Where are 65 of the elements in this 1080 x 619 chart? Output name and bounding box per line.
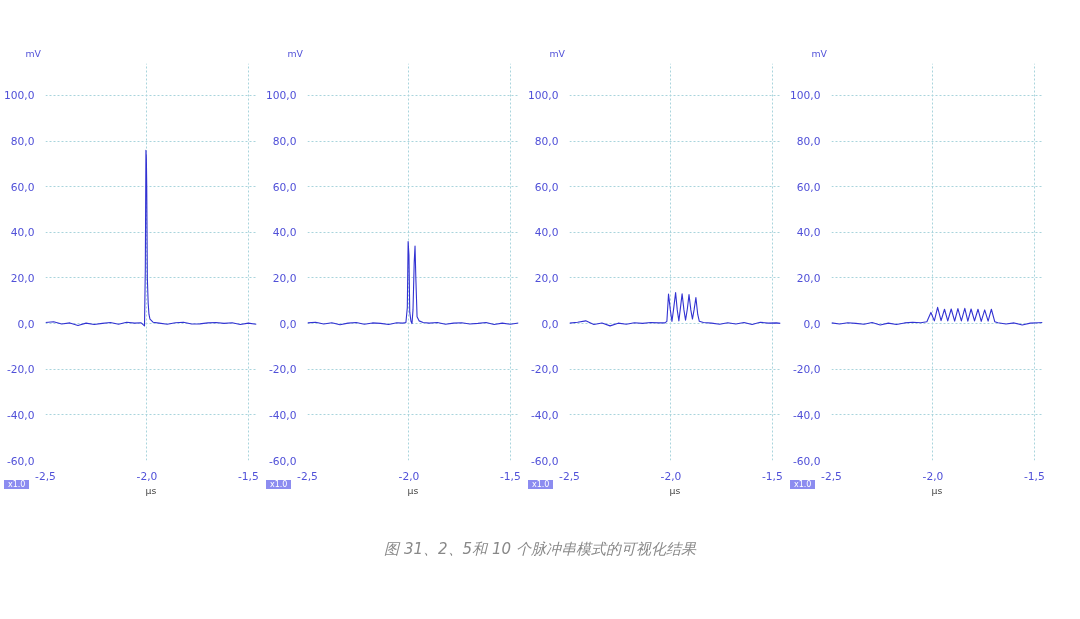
x-tick-label: -2,0 <box>398 469 420 483</box>
y-tick-label: 0,0 <box>541 317 559 331</box>
y-tick-label: 20,0 <box>796 271 821 285</box>
y-tick-label: 60,0 <box>534 180 559 194</box>
x-tick-label: -2,0 <box>660 469 682 483</box>
y-tick-label: -40,0 <box>530 408 559 422</box>
x-axis-title: µs <box>145 484 157 496</box>
y-tick-label: -40,0 <box>792 408 821 422</box>
x-tick-label: -2,5 <box>821 469 842 483</box>
line-series <box>569 292 781 327</box>
x-tick-label: -1,5 <box>1023 469 1045 483</box>
x-axis-title: µs <box>669 484 681 496</box>
y-tick-label: -40,0 <box>6 408 35 422</box>
y-tick-label: 40,0 <box>796 226 821 240</box>
text: x1.0 <box>528 480 554 489</box>
y-tick-label: 60,0 <box>796 180 821 194</box>
y-tick-label: -60,0 <box>268 454 297 468</box>
y-tick-label: 100,0 <box>527 89 559 103</box>
text: x1.0 <box>790 480 816 489</box>
y-axis-title: mV <box>549 47 566 59</box>
y-tick-label: 20,0 <box>10 271 35 285</box>
y-tick-label: 80,0 <box>534 135 559 149</box>
y-axis-title: mV <box>287 47 304 59</box>
x-axis-title: µs <box>931 484 943 496</box>
y-tick-label: -60,0 <box>530 454 559 468</box>
y-tick-label: -60,0 <box>6 454 35 468</box>
y-tick-label: 20,0 <box>534 271 559 285</box>
y-axis-title: mV <box>25 47 42 59</box>
y-tick-label: 0,0 <box>803 317 821 331</box>
y-tick-label: 20,0 <box>272 271 297 285</box>
y-tick-label: 80,0 <box>10 135 35 149</box>
x-axis-title: µs <box>407 484 419 496</box>
line-series <box>307 240 519 326</box>
y-tick-label: -20,0 <box>530 363 559 377</box>
y-tick-label: 0,0 <box>17 317 35 331</box>
x-tick-label: -2,5 <box>297 469 318 483</box>
y-tick-label: -20,0 <box>6 363 35 377</box>
text: x1.0 <box>4 480 30 489</box>
y-tick-label: 0,0 <box>279 317 297 331</box>
y-tick-label: 80,0 <box>796 135 821 149</box>
y-tick-label: 60,0 <box>10 180 35 194</box>
x-tick-label: -1,5 <box>499 469 521 483</box>
y-tick-label: 40,0 <box>272 226 297 240</box>
caption: 图 31、2、5和 10 个脉冲串模式的可视化结果 <box>383 540 698 559</box>
y-tick-label: -60,0 <box>792 454 821 468</box>
y-tick-label: 100,0 <box>3 89 35 103</box>
x-tick-label: -2,0 <box>922 469 944 483</box>
y-tick-label: 100,0 <box>789 89 821 103</box>
x-tick-label: -2,5 <box>559 469 580 483</box>
y-tick-label: -20,0 <box>792 363 821 377</box>
y-tick-label: 40,0 <box>10 226 35 240</box>
y-tick-label: 100,0 <box>265 89 297 103</box>
line-series <box>831 306 1043 326</box>
y-tick-label: 40,0 <box>534 226 559 240</box>
y-tick-label: 60,0 <box>272 180 297 194</box>
text: x1.0 <box>266 480 292 489</box>
x-tick-label: -1,5 <box>237 469 259 483</box>
y-tick-label: -20,0 <box>268 363 297 377</box>
x-tick-label: -1,5 <box>761 469 783 483</box>
y-tick-label: 80,0 <box>272 135 297 149</box>
x-tick-label: -2,0 <box>136 469 158 483</box>
y-tick-label: -40,0 <box>268 408 297 422</box>
line-series <box>45 149 257 327</box>
y-axis-title: mV <box>811 47 828 59</box>
x-tick-label: -2,5 <box>35 469 56 483</box>
